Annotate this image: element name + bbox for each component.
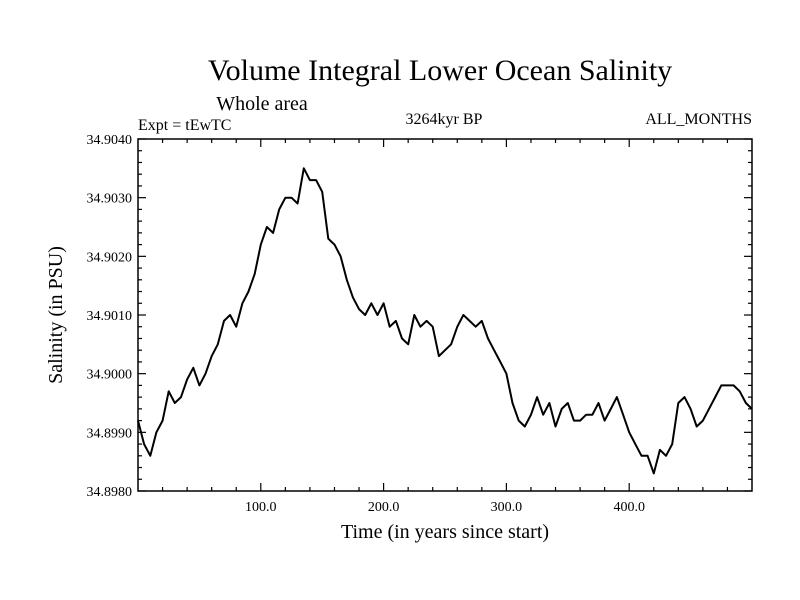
y-tick-label: 34.9000 (87, 368, 133, 383)
y-tick-label: 34.8990 (87, 426, 133, 441)
plot-frame (137, 138, 753, 492)
experiment-label: Expt = tEwTC (138, 117, 231, 134)
chart-subtitle: Whole area (216, 93, 308, 115)
period-label: 3264kyr BP (406, 111, 483, 128)
x-axis-label: Time (in years since start) (341, 521, 549, 543)
y-tick-label: 34.9010 (87, 309, 133, 324)
x-tick-label: 100.0 (245, 500, 277, 515)
y-tick-label: 34.9040 (87, 133, 133, 148)
y-tick-label: 34.8980 (87, 485, 133, 500)
salinity-series-line (137, 167, 753, 475)
y-axis-label: Salinity (in PSU) (45, 246, 67, 384)
axis-tick-labels: 34.8980 34.8990 34.9000 34.9010 34.9020 34.90… (87, 133, 645, 515)
x-tick-label: 300.0 (491, 500, 523, 515)
y-tick-label: 34.9030 (87, 192, 133, 207)
y-tick-label: 34.9020 (87, 250, 133, 265)
x-tick-label: 400.0 (613, 500, 645, 515)
months-label: ALL_MONTHS (645, 111, 752, 128)
x-tick-label: 200.0 (368, 500, 400, 515)
chart-title: Volume Integral Lower Ocean Salinity (208, 54, 672, 87)
